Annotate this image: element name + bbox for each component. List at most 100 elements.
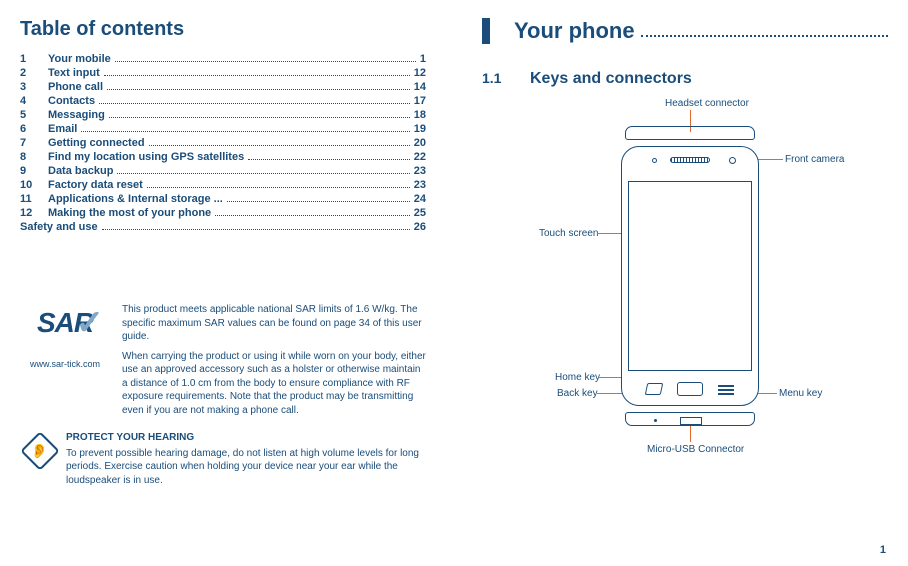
toc-row: 9Data backup 23: [20, 165, 426, 177]
toc-label: Data backup: [48, 165, 113, 177]
page-number: 1: [880, 544, 886, 556]
chapter-title: Your phone: [514, 18, 635, 44]
sar-mark: ✓ SAR www.sar-tick.com: [20, 303, 110, 417]
toc-num: 8: [20, 151, 48, 163]
label-menu-key: Menu key: [779, 388, 822, 399]
toc-page: 23: [414, 179, 426, 191]
toc-label: Getting connected: [48, 137, 145, 149]
home-key-icon: [677, 382, 703, 396]
section-number: 1.1: [482, 70, 512, 86]
toc-title: Table of contents: [20, 18, 426, 41]
toc-dots: [99, 95, 410, 104]
toc-page: 22: [414, 151, 426, 163]
hearing-body: To prevent possible hearing damage, do n…: [66, 447, 426, 488]
toc-label: Phone call: [48, 81, 103, 93]
menu-key-icon: [718, 389, 734, 391]
toc-label: Factory data reset: [48, 179, 143, 191]
label-back-key: Back key: [557, 388, 598, 399]
toc-num: 1: [20, 53, 48, 65]
toc-num: 4: [20, 95, 48, 107]
label-touch-screen: Touch screen: [539, 228, 598, 239]
toc-num: 2: [20, 67, 48, 79]
toc-dots: [215, 207, 410, 216]
toc-label: Making the most of your phone: [48, 207, 211, 219]
toc-row: 12Making the most of your phone 25: [20, 207, 426, 219]
phone-top-edge: [625, 126, 755, 140]
toc-row: 1Your mobile1: [20, 53, 426, 65]
toc-row: 5Messaging 18: [20, 109, 426, 121]
hearing-block: 👂 PROTECT YOUR HEARING To prevent possib…: [20, 431, 426, 487]
section-row: 1.1 Keys and connectors: [482, 70, 888, 88]
toc-label: Safety and use: [20, 221, 98, 233]
toc-page: 23: [414, 165, 426, 177]
hearing-title: PROTECT YOUR HEARING: [66, 431, 426, 445]
toc-row: 4Contacts17: [20, 95, 426, 107]
sar-body: This product meets applicable national S…: [122, 303, 426, 417]
toc-label: Applications & Internal storage ...: [48, 193, 223, 205]
phone-diagram: Headset connector Front camera Touch scr…: [535, 98, 835, 478]
callout-line: [690, 426, 691, 442]
toc-dots: [147, 179, 410, 188]
toc-dots: [107, 81, 410, 90]
sar-p1: This product meets applicable national S…: [122, 303, 426, 344]
toc-label: Text input: [48, 67, 100, 79]
phone-body: [621, 146, 759, 406]
toc-row: 2Text input 12: [20, 67, 426, 79]
toc-row: 8Find my location using GPS satellites 22: [20, 151, 426, 163]
label-micro-usb: Micro-USB Connector: [647, 444, 744, 455]
toc-num: 5: [20, 109, 48, 121]
toc-row: Safety and use 26: [20, 221, 426, 233]
toc-label: Contacts: [48, 95, 95, 107]
toc-dots: [81, 123, 409, 132]
toc-dots: [149, 137, 410, 146]
toc-dots: [117, 165, 409, 174]
toc-dots: [227, 193, 410, 202]
toc-label: Messaging: [48, 109, 105, 121]
toc-label: Find my location using GPS satellites: [48, 151, 244, 163]
toc-page: 12: [414, 67, 426, 79]
phone-bottom-edge: [625, 412, 755, 426]
toc-page: 14: [414, 81, 426, 93]
chapter-dots: [641, 25, 888, 36]
toc-row: 10Factory data reset 23: [20, 179, 426, 191]
toc-dots: [115, 53, 416, 62]
toc-page: 19: [414, 123, 426, 135]
toc-row: 6Email 19: [20, 123, 426, 135]
section-title: Keys and connectors: [530, 70, 692, 88]
toc-list: 1Your mobile12Text input123Phone call144…: [20, 53, 426, 233]
toc-dots: [248, 151, 410, 160]
toc-dots: [109, 109, 410, 118]
sar-p2: When carrying the product or using it wh…: [122, 350, 426, 418]
chapter-bar-icon: [482, 18, 490, 44]
toc-num: 12: [20, 207, 48, 219]
toc-page: 18: [414, 109, 426, 121]
back-key-icon: [645, 383, 664, 395]
chapter-title-row: Your phone: [482, 18, 888, 44]
label-headset: Headset connector: [665, 98, 749, 109]
front-camera-icon: [729, 157, 736, 164]
toc-label: Email: [48, 123, 77, 135]
toc-page: 26: [414, 221, 426, 233]
toc-dots: [102, 221, 410, 230]
label-home-key: Home key: [555, 372, 600, 383]
toc-num: 9: [20, 165, 48, 177]
toc-num: 11: [20, 193, 48, 205]
toc-num: 3: [20, 81, 48, 93]
speaker-icon: [670, 157, 710, 163]
sar-block: ✓ SAR www.sar-tick.com This product meet…: [20, 303, 426, 417]
check-icon: ✓: [76, 303, 105, 343]
toc-label: Your mobile: [48, 53, 111, 65]
toc-page: 20: [414, 137, 426, 149]
toc-row: 11Applications & Internal storage ...24: [20, 193, 426, 205]
sensor-icon: [652, 158, 657, 163]
toc-num: 7: [20, 137, 48, 149]
toc-dots: [104, 67, 410, 76]
toc-num: 10: [20, 179, 48, 191]
toc-row: 7Getting connected 20: [20, 137, 426, 149]
toc-page: 25: [414, 207, 426, 219]
label-front-camera: Front camera: [785, 154, 844, 165]
toc-num: 6: [20, 123, 48, 135]
toc-row: 3Phone call 14: [20, 81, 426, 93]
ear-warning-icon: 👂: [20, 431, 60, 471]
toc-page: 1: [420, 53, 426, 65]
